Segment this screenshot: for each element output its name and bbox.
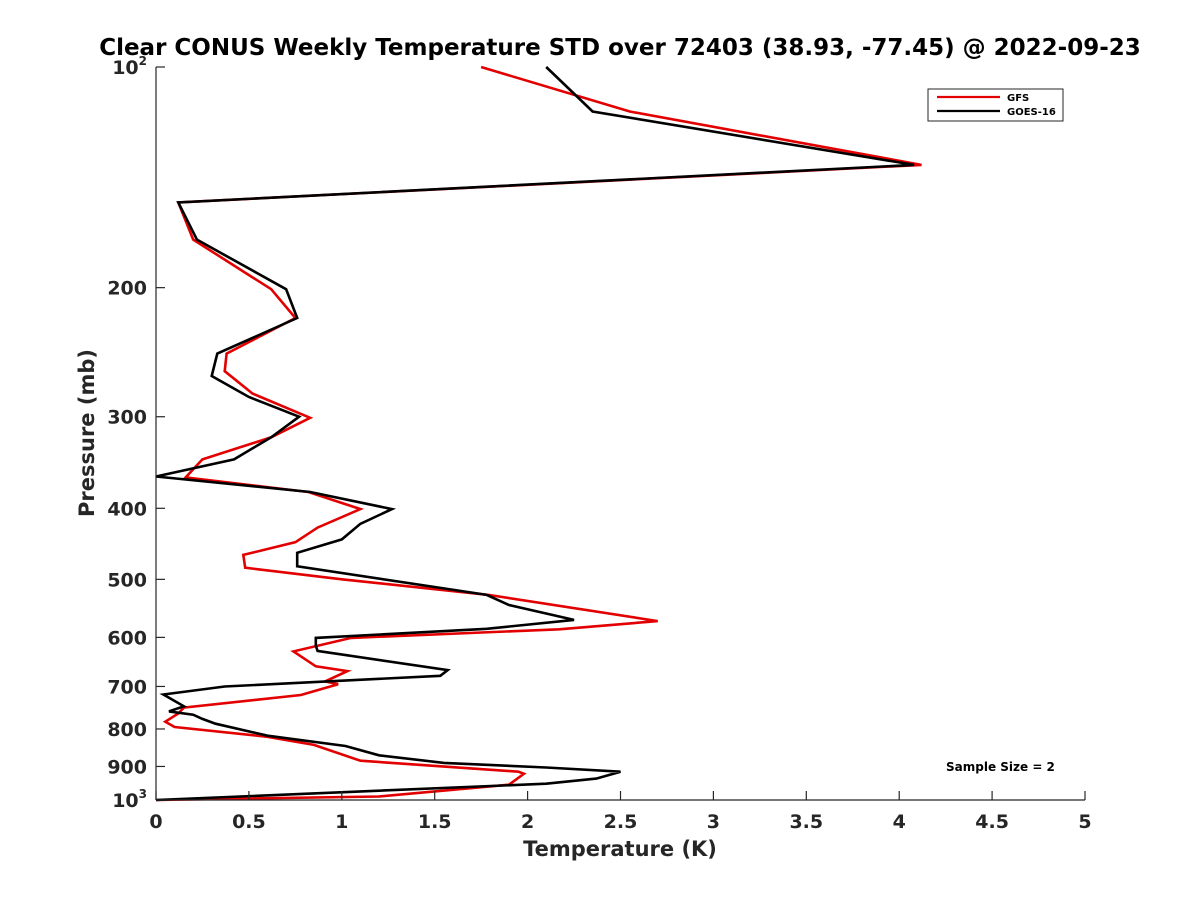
x-tick-label: 4 xyxy=(893,811,906,833)
x-tick-label: 1 xyxy=(335,811,348,833)
tick-labels: 0 0.5 1 1.5 2 2.5 3 3.5 4 4.5 5 102 200 300 400 500 600 7… xyxy=(107,54,1091,833)
x-axis-label: Temperature (K) xyxy=(523,837,717,861)
data-layer xyxy=(155,65,922,802)
x-tick-label: 2.5 xyxy=(604,811,638,833)
y-axis-label: Pressure (mb) xyxy=(75,349,99,517)
y-tick-label: 400 xyxy=(107,498,147,520)
y-tick-label: 102 xyxy=(112,54,147,79)
x-tick-label: 4.5 xyxy=(975,811,1009,833)
y-tick-label: 700 xyxy=(107,676,147,698)
y-tick-label: 600 xyxy=(107,627,147,649)
x-tick-label: 3 xyxy=(707,811,720,833)
series-line-goes16 xyxy=(155,66,915,802)
y-tick-label: 900 xyxy=(107,756,147,778)
x-tick-label: 0.5 xyxy=(232,811,266,833)
chart-title: Clear CONUS Weekly Temperature STD over … xyxy=(99,35,1141,61)
y-tick-label: 103 xyxy=(112,787,147,812)
legend: GFS GOES-16 xyxy=(927,88,1064,122)
x-tick-label: 0 xyxy=(149,811,162,833)
y-tick-label: 200 xyxy=(107,278,147,300)
legend-label-gfs: GFS xyxy=(1007,93,1029,104)
y-tick-label: 500 xyxy=(107,569,147,591)
x-tick-label: 2 xyxy=(521,811,534,833)
legend-label-goes16: GOES-16 xyxy=(1007,107,1056,118)
y-tick-label: 800 xyxy=(107,719,147,741)
legend-box xyxy=(927,88,1064,122)
y-tick-label: 300 xyxy=(107,407,147,429)
x-tick-label: 3.5 xyxy=(789,811,823,833)
x-tick-label: 1.5 xyxy=(418,811,452,833)
tick-marks xyxy=(155,66,1086,801)
x-tick-label: 5 xyxy=(1078,811,1091,833)
sample-size-annotation: Sample Size = 2 xyxy=(946,760,1055,774)
